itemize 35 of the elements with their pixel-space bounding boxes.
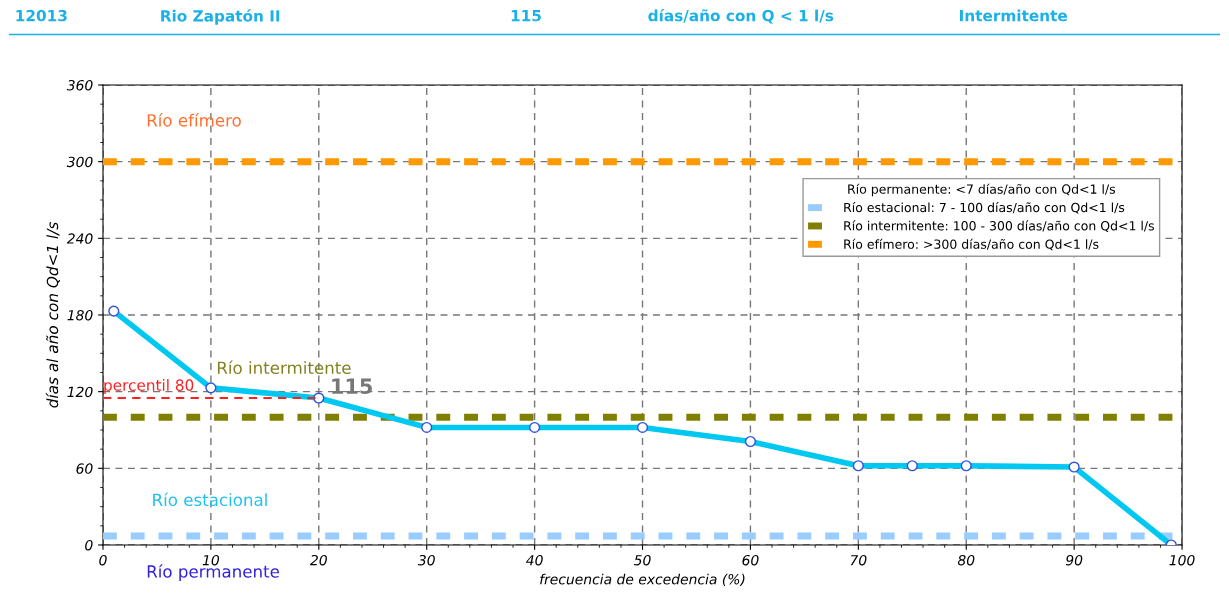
text: Intermitente [960, 9, 1067, 22]
x-tick-label: 20 [310, 554, 327, 566]
x-tick-label: 90 [1065, 554, 1083, 566]
legend-label: Río estacional: 7 - 100 días/año con Qd<1 l/s [844, 202, 1125, 214]
x-tick-label: 50 [633, 554, 651, 566]
x-tick-label: 100 [1169, 554, 1195, 566]
x-tick-label: 40 [526, 554, 543, 566]
y-tick-label: 300 [66, 156, 93, 168]
x-tick-label: 0 [99, 554, 107, 566]
x-tick-label: 70 [850, 554, 867, 566]
x-tick-label: 30 [417, 554, 435, 566]
y-tick-label: 180 [67, 309, 93, 321]
text: días/año con Q < 1 l/s [648, 8, 834, 24]
y-tick-label: 60 [76, 463, 93, 474]
x-tick-label: 60 [742, 554, 759, 566]
annotation: Río efímero [147, 113, 241, 127]
legend-title: Río permanente: <7 días/año con Qd<1 l/s [848, 183, 1116, 197]
legend-label: Río intermitente: 100 - 300 días/año con Qd<1 l/s [844, 220, 1155, 232]
annotation: Río intermitente [217, 360, 351, 375]
text: Río permanente [147, 564, 279, 581]
x-tick-label: 10 [202, 554, 220, 566]
legend-label: Río efímero: >300 días/año con Qd<1 l/s [844, 238, 1099, 251]
annotation: Río estacional [153, 492, 267, 507]
text: 115 [511, 10, 541, 22]
text: 12013 [16, 9, 67, 22]
x-axis-title: frecuencia de excedencia (%) [540, 573, 745, 587]
y-tick-label: 120 [67, 386, 93, 398]
text: Rio Zapatón II [161, 9, 280, 25]
annotation: 115 [332, 378, 372, 395]
y-axis-title: días al año con Qd<1 l/s [45, 222, 60, 408]
y-tick-label: 0 [85, 539, 93, 551]
y-tick-label: 240 [66, 233, 93, 244]
y-tick-label: 360 [66, 79, 93, 91]
annotation: percentil 80 [104, 379, 194, 394]
x-tick-label: 80 [957, 554, 975, 566]
